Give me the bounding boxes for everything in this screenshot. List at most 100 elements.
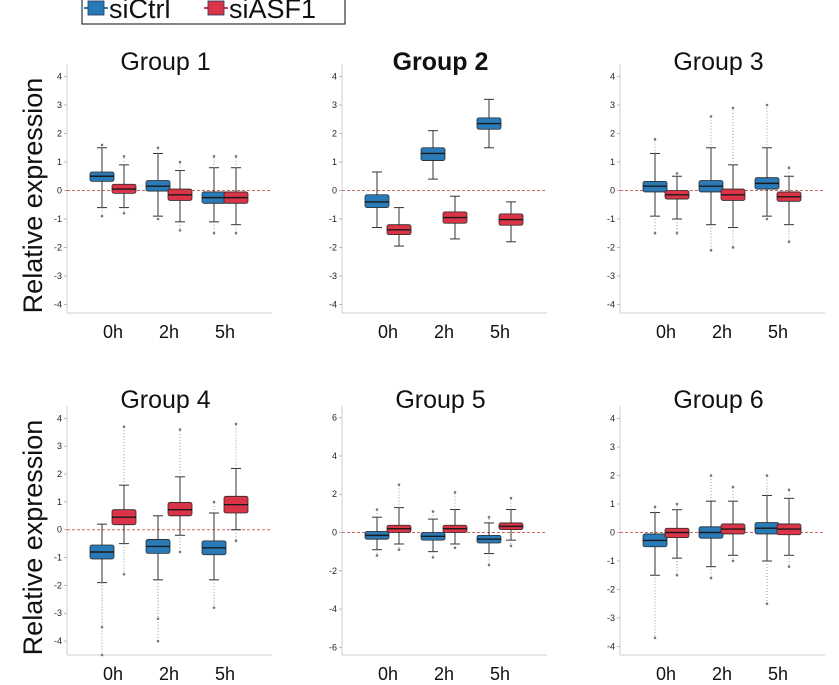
y-tick-label: 3 xyxy=(610,100,615,110)
y-tick-label: -1 xyxy=(54,214,62,224)
outlier-point xyxy=(122,211,126,215)
x-tick-label: 5h xyxy=(490,664,510,684)
y-tick-label: -1 xyxy=(607,556,615,566)
y-tick-label: -4 xyxy=(329,604,337,614)
y-tick-label: 4 xyxy=(610,72,615,82)
outlier-point xyxy=(675,502,679,506)
y-tick-label: -2 xyxy=(607,242,615,252)
box-siCtrl-0h xyxy=(364,171,390,229)
box-body xyxy=(420,147,446,161)
box-siCtrl-5h xyxy=(476,515,502,567)
outlier-point xyxy=(653,231,657,235)
y-tick-label: 0 xyxy=(610,528,615,538)
y-tick-label: 1 xyxy=(610,157,615,167)
panel-title: Group 5 xyxy=(395,386,485,414)
outlier-point xyxy=(787,565,791,568)
y-tick-label: 0 xyxy=(332,528,337,538)
box-siCtrl-0h xyxy=(364,508,390,557)
y-tick-label: 1 xyxy=(610,499,615,509)
outlier-point xyxy=(156,639,160,643)
x-tick-label: 0h xyxy=(103,322,123,342)
outlier-point xyxy=(375,508,379,511)
legend-label: siCtrl xyxy=(109,0,171,24)
box-siASF1-0h xyxy=(111,425,137,576)
y-tick-label: -2 xyxy=(607,584,615,594)
x-tick-label: 5h xyxy=(215,664,235,684)
box-siASF1-2h xyxy=(720,106,746,249)
y-tick-label: 2 xyxy=(332,129,337,139)
outlier-point xyxy=(122,155,126,158)
x-tick-label: 0h xyxy=(656,322,676,342)
panel-title: Group 1 xyxy=(120,48,210,76)
y-tick-label: 1 xyxy=(57,157,62,167)
outlier-point xyxy=(397,483,401,486)
x-tick-label: 5h xyxy=(768,322,788,342)
box-siCtrl-2h xyxy=(145,515,171,643)
box-siCtrl-5h xyxy=(476,98,502,149)
x-tick-label: 2h xyxy=(434,664,454,684)
outlier-point xyxy=(234,231,238,235)
outlier-point xyxy=(178,428,182,431)
x-tick-label: 2h xyxy=(434,322,454,342)
box-siASF1-5h xyxy=(498,496,524,548)
outlier-point xyxy=(675,231,679,235)
outlier-point xyxy=(653,137,657,141)
outlier-point xyxy=(178,229,182,232)
outlier-point xyxy=(765,474,769,477)
y-tick-label: -1 xyxy=(329,214,337,224)
box-siASF1-5h xyxy=(223,155,249,235)
y-tick-label: 0 xyxy=(57,525,62,535)
outlier-point xyxy=(212,606,216,609)
box-siCtrl-2h xyxy=(420,130,446,180)
outlier-point xyxy=(234,155,238,158)
outlier-point xyxy=(731,485,735,489)
outlier-point xyxy=(453,491,457,494)
outlier-point xyxy=(178,550,182,554)
outlier-point xyxy=(431,556,435,559)
box-siASF1-2h xyxy=(167,428,193,554)
outlier-point xyxy=(675,172,679,175)
y-tick-label: -1 xyxy=(607,214,615,224)
box-body xyxy=(364,194,390,208)
outlier-point xyxy=(122,572,126,576)
x-tick-label: 2h xyxy=(159,664,179,684)
box-siCtrl-0h xyxy=(89,143,115,218)
y-tick-label: -2 xyxy=(54,242,62,252)
box-siASF1-0h xyxy=(664,502,690,577)
panel-3: Group 3 -4 -3 -2 -1 0 1 2 3 4 0h 2h 5h xyxy=(607,48,825,342)
outlier-point xyxy=(487,563,491,567)
y-axis-label: Relative expression xyxy=(18,78,48,314)
y-tick-label: 2 xyxy=(57,129,62,139)
x-tick-label: 0h xyxy=(656,664,676,684)
outlier-point xyxy=(653,505,657,509)
y-tick-label: 0 xyxy=(332,186,337,196)
box-siASF1-5h xyxy=(498,201,524,243)
box-siASF1-0h xyxy=(386,207,412,247)
box-siCtrl-2h xyxy=(145,146,171,221)
y-tick-label: 1 xyxy=(57,497,62,507)
box-siASF1-5h xyxy=(776,488,802,568)
x-tick-label: 2h xyxy=(159,322,179,342)
outlier-point xyxy=(709,576,713,580)
y-tick-label: 2 xyxy=(332,489,337,499)
box-siCtrl-0h xyxy=(642,505,668,640)
y-tick-label: 3 xyxy=(57,100,62,110)
box-siCtrl-0h xyxy=(642,137,668,235)
box-siASF1-0h xyxy=(386,483,412,552)
y-tick-label: -2 xyxy=(329,566,337,576)
box-siASF1-2h xyxy=(720,485,746,563)
y-tick-label: -3 xyxy=(607,271,615,281)
outlier-point xyxy=(731,559,735,563)
y-tick-label: 4 xyxy=(610,414,615,424)
outlier-point xyxy=(453,546,457,550)
panel-6: Group 6 -4 -3 -2 -1 0 1 2 3 4 0h 2h 5h xyxy=(607,386,825,684)
outlier-point xyxy=(731,246,735,249)
outlier-point xyxy=(375,554,379,557)
box-siCtrl-0h xyxy=(89,523,115,657)
x-tick-label: 0h xyxy=(103,664,123,684)
legend-label: siASF1 xyxy=(229,0,316,24)
x-tick-label: 5h xyxy=(768,664,788,684)
outlier-point xyxy=(178,160,182,164)
x-tick-label: 2h xyxy=(712,664,732,684)
